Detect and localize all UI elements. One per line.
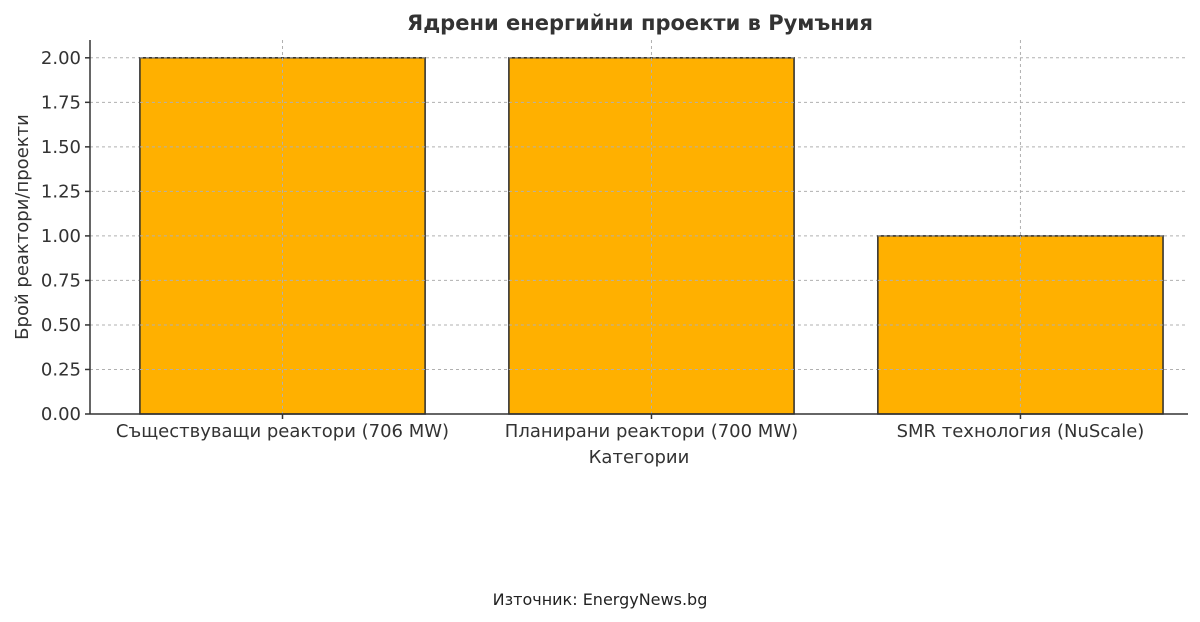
x-tick-label: SMR технология (NuScale) [897,421,1145,442]
y-ticks: 0.00 0.25 0.50 0.75 1.00 1.25 1.50 1.75 2.00 [41,48,90,425]
y-tick-label: 2.00 [41,48,81,69]
y-tick-label: 0.00 [41,404,81,425]
y-tick-label: 0.75 [41,270,81,291]
y-tick-label: 1.50 [41,137,81,158]
y-tick-label: 1.75 [41,92,81,113]
x-axis-label: Категории [589,447,690,468]
x-tick-label: Планирани реактори (700 MW) [505,421,798,442]
bar-chart: Ядрени енергийни проекти в Румъния 0.000… [12,11,1188,468]
y-tick-label: 1.00 [41,226,81,247]
y-tick-label: 0.25 [41,359,81,380]
x-tick-label: Съществуващи реактори (706 MW) [116,421,449,442]
bars [139,57,1164,415]
x-ticks: Съществуващи реактори (706 MW) Планирани … [116,414,1144,442]
y-tick-label: 1.25 [41,181,81,202]
source-note: Източник: EnergyNews.bg [492,590,708,609]
chart-title: Ядрени енергийни проекти в Румъния [407,11,873,35]
y-tick-label: 0.50 [41,315,81,336]
y-axis-label: Брой реактори/проекти [12,114,33,340]
